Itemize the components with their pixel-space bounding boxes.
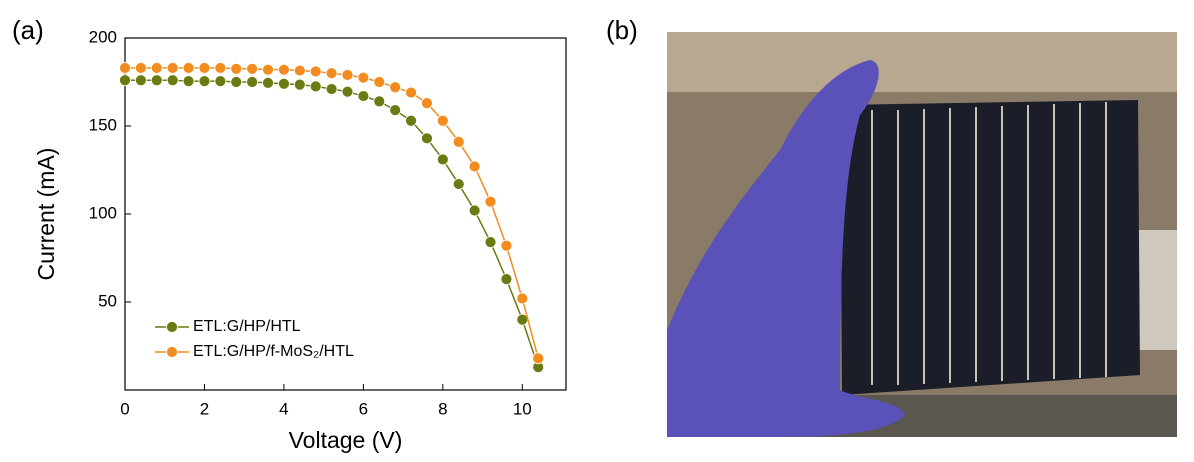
data-point — [230, 62, 243, 75]
y-tick-label: 50 — [98, 291, 117, 310]
data-point — [119, 62, 131, 74]
solar-module — [840, 100, 1140, 395]
data-point — [468, 204, 481, 217]
data-point — [198, 75, 211, 88]
data-point — [325, 67, 338, 80]
series-line — [125, 79, 539, 368]
data-point — [182, 62, 195, 74]
data-point — [150, 74, 163, 87]
data-point — [134, 62, 147, 74]
x-tick-label: 0 — [120, 399, 129, 418]
data-point — [500, 273, 513, 286]
data-point — [198, 62, 211, 74]
data-point — [278, 63, 290, 76]
data-point — [150, 62, 163, 74]
data-point — [357, 71, 370, 84]
glove — [667, 60, 905, 437]
data-point — [325, 83, 338, 95]
data-point — [293, 64, 306, 77]
data-point — [484, 195, 497, 208]
y-tick-label: 100 — [89, 203, 117, 222]
data-point — [341, 85, 354, 98]
data-point — [452, 178, 465, 190]
x-tick-label: 4 — [279, 399, 288, 418]
data-point — [452, 135, 465, 148]
data-point — [436, 153, 449, 166]
ceiling — [667, 32, 1177, 92]
module-lines — [871, 102, 1107, 385]
panel-label: (a) — [12, 15, 44, 45]
y-tick-label: 150 — [89, 115, 117, 134]
data-point — [309, 65, 322, 78]
data-point — [262, 63, 274, 76]
legend-label: ETL:G/HP/HTL — [193, 318, 301, 335]
legend-marker — [166, 321, 178, 333]
data-point — [119, 74, 131, 87]
data-point — [341, 69, 354, 81]
data-point — [214, 62, 227, 74]
data-point — [421, 132, 433, 145]
data-point — [516, 292, 529, 305]
data-point — [373, 95, 386, 108]
data-point — [182, 75, 195, 88]
data-point — [405, 86, 417, 99]
legend-label: ETL:G/HP/f-MoS₂/HTL — [193, 343, 354, 360]
photo — [667, 32, 1177, 437]
data-point — [357, 90, 370, 102]
data-point — [246, 76, 259, 88]
data-point — [262, 76, 274, 89]
data-point — [389, 81, 402, 94]
data-point — [405, 114, 417, 127]
data-point — [436, 114, 449, 127]
data-point — [309, 80, 322, 93]
data-point — [468, 160, 481, 173]
data-point — [166, 62, 179, 74]
data-point — [230, 76, 243, 88]
data-point — [134, 74, 147, 87]
x-tick-label: 10 — [513, 399, 532, 418]
x-tick-label: 6 — [359, 399, 368, 418]
data-point — [214, 75, 227, 88]
data-point — [293, 78, 306, 91]
data-point — [389, 104, 402, 117]
data-point — [484, 236, 497, 249]
data-point — [373, 76, 386, 88]
y-axis-title: Current (mA) — [33, 148, 59, 281]
x-tick-label: 2 — [200, 399, 209, 418]
data-point — [500, 239, 513, 252]
data-point — [532, 352, 545, 365]
legend-marker — [166, 346, 178, 358]
x-axis-title: Voltage (V) — [289, 427, 403, 453]
y-tick-label: 200 — [89, 27, 117, 46]
panel-label: (b) — [606, 15, 638, 45]
data-point — [246, 62, 259, 75]
data-point — [166, 74, 179, 87]
data-point — [421, 97, 433, 110]
x-tick-label: 8 — [438, 399, 447, 418]
data-point — [278, 77, 290, 90]
